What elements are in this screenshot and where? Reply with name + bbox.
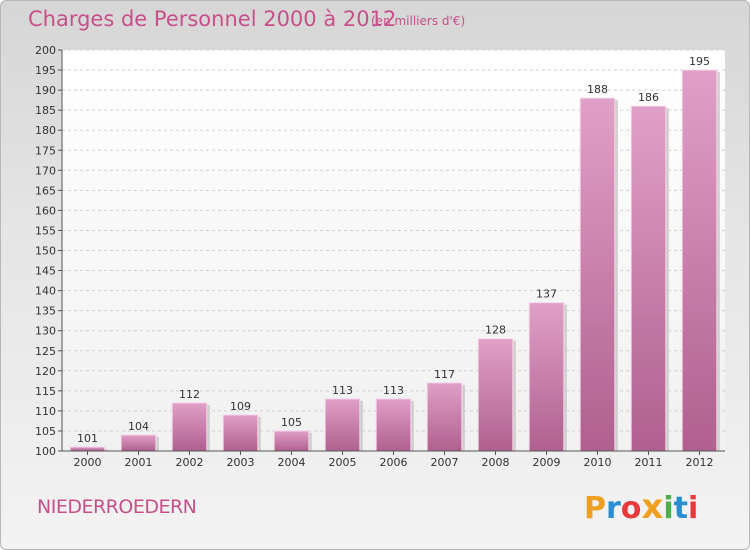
x-tick-label: 2012 — [686, 456, 714, 469]
y-tick-label: 110 — [35, 405, 56, 418]
bar-2006 — [375, 398, 412, 452]
y-tick-label: 175 — [35, 144, 56, 157]
bar-2001 — [120, 434, 157, 452]
bar-2000 — [69, 446, 106, 452]
y-tick-label: 165 — [35, 184, 56, 197]
value-label: 186 — [638, 91, 659, 104]
bar-2003 — [222, 414, 259, 452]
value-label: 109 — [230, 400, 251, 413]
y-tick-label: 160 — [35, 204, 56, 217]
value-label: 113 — [332, 384, 353, 397]
y-tick-label: 180 — [35, 124, 56, 137]
bar-2011 — [630, 105, 667, 452]
x-tick-label: 2009 — [533, 456, 561, 469]
value-label: 112 — [179, 388, 200, 401]
logo-letter: i — [663, 491, 674, 526]
y-tick-label: 200 — [35, 44, 56, 57]
bar-2008 — [477, 338, 514, 452]
y-tick-label: 150 — [35, 245, 56, 258]
x-tick-label: 2001 — [125, 456, 153, 469]
bar-2012 — [681, 69, 718, 452]
y-tick-label: 115 — [35, 385, 56, 398]
y-tick-label: 130 — [35, 325, 56, 338]
x-tick-label: 2002 — [176, 456, 204, 469]
value-label: 128 — [485, 324, 506, 337]
x-tick-label: 2005 — [329, 456, 357, 469]
chart-subtitle: (en milliers d'€) — [371, 14, 466, 28]
value-label: 101 — [77, 432, 98, 445]
y-tick-label: 170 — [35, 164, 56, 177]
bar-2009 — [528, 302, 565, 452]
value-label: 188 — [587, 83, 608, 96]
bar-2002 — [171, 402, 208, 452]
logo-letter: o — [620, 491, 642, 526]
axes: 100 105 110 115 120 125 130 135 140 145 150 155 160 1… — [35, 44, 725, 469]
logo-letter: t — [673, 491, 688, 526]
y-tick-label: 100 — [35, 445, 56, 458]
logo-letter: r — [606, 491, 621, 526]
x-tick-label: 2004 — [278, 456, 306, 469]
logo-letter: x — [641, 487, 664, 527]
x-tick-label: 2000 — [74, 456, 102, 469]
chart-title: Charges de Personnel 2000 à 2012 — [28, 7, 397, 31]
value-label: 113 — [383, 384, 404, 397]
value-label: 117 — [434, 368, 455, 381]
bar-2005 — [324, 398, 361, 452]
x-tick-label: 2011 — [635, 456, 663, 469]
bars — [69, 69, 720, 452]
y-tick-label: 145 — [35, 265, 56, 278]
value-label: 104 — [128, 420, 149, 433]
x-tick-label: 2008 — [482, 456, 510, 469]
x-tick-label: 2006 — [380, 456, 408, 469]
logo-letter: i — [688, 491, 699, 526]
proxiti-logo: Proxiti — [584, 487, 698, 527]
bar-2007 — [426, 382, 463, 452]
y-tick-label: 190 — [35, 84, 56, 97]
logo-letter: P — [584, 491, 606, 526]
y-tick-label: 105 — [35, 425, 56, 438]
x-tick-label: 2003 — [227, 456, 255, 469]
x-tick-label: 2007 — [431, 456, 459, 469]
y-tick-label: 120 — [35, 365, 56, 378]
value-label: 137 — [536, 288, 557, 301]
value-label: 195 — [689, 55, 710, 68]
y-tick-label: 125 — [35, 345, 56, 358]
y-tick-label: 155 — [35, 224, 56, 237]
bar-2010 — [579, 97, 616, 452]
data-labels: 101 104 112 109 105 113 113 117 128 137 188 186 195 — [77, 55, 710, 445]
y-tick-label: 195 — [35, 64, 56, 77]
commune-name: NIEDERROEDERN — [37, 496, 197, 518]
value-label: 105 — [281, 416, 302, 429]
x-tick-label: 2010 — [584, 456, 612, 469]
y-tick-label: 185 — [35, 104, 56, 117]
bar-2004 — [273, 430, 310, 452]
y-tick-label: 135 — [35, 305, 56, 318]
y-tick-label: 140 — [35, 285, 56, 298]
